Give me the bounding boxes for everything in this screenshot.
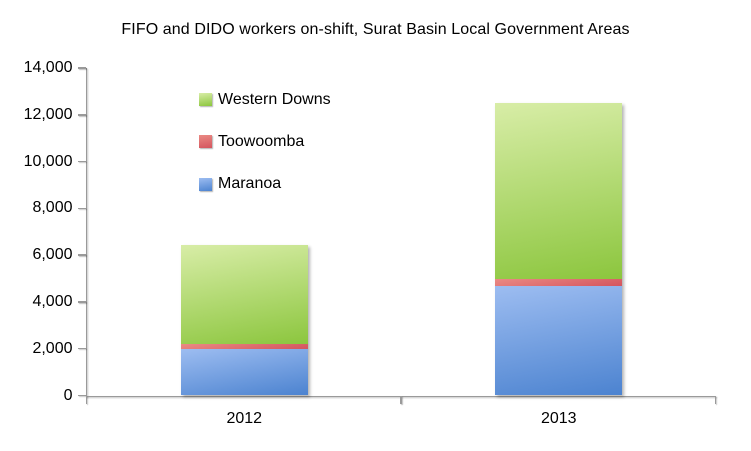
y-axis-tick-label: 6,000 bbox=[32, 246, 73, 264]
y-axis-tick bbox=[77, 160, 86, 163]
legend-item-maranoa: Maranoa bbox=[199, 175, 282, 193]
legend-item-toowoomba: Toowoomba bbox=[199, 132, 305, 150]
y-axis-tick bbox=[77, 114, 86, 116]
legend-label: Western Downs bbox=[218, 90, 331, 108]
y-axis-tick bbox=[77, 394, 86, 397]
x-axis-category-label: 2013 bbox=[540, 409, 577, 427]
y-axis-tick bbox=[77, 301, 86, 303]
legend-label: Maranoa bbox=[218, 175, 282, 193]
x-axis-tick bbox=[400, 395, 402, 404]
legend-label: Toowoomba bbox=[218, 132, 305, 150]
y-axis-tick-label: 14,000 bbox=[23, 59, 73, 76]
bar-segment-western-downs bbox=[495, 103, 623, 279]
chart-title: FIFO and DIDO workers on-shift, Surat Ba… bbox=[121, 21, 630, 38]
bar-segment-maranoa bbox=[180, 348, 308, 396]
y-axis-tick-label: 4,000 bbox=[32, 292, 73, 310]
x-axis-tick bbox=[714, 395, 716, 404]
legend-item-western-downs: Western Downs bbox=[199, 90, 331, 108]
y-axis-tick-label: 0 bbox=[63, 386, 73, 404]
y-axis-tick-label: 10,000 bbox=[23, 152, 73, 170]
x-axis-category-label: 2012 bbox=[226, 409, 263, 427]
legend-swatch-icon bbox=[199, 135, 212, 149]
y-axis-tick bbox=[77, 67, 86, 69]
y-axis-tick-label: 2,000 bbox=[32, 339, 73, 357]
bar-2012 bbox=[180, 244, 308, 396]
legend-swatch-icon bbox=[199, 177, 212, 191]
bar-segment-toowoomba bbox=[495, 278, 623, 286]
bar-segment-toowoomba bbox=[180, 344, 308, 349]
bar-2013 bbox=[495, 103, 623, 396]
y-axis-tick bbox=[77, 347, 86, 350]
y-axis-tick-label: 12,000 bbox=[23, 105, 73, 123]
y-axis-tick bbox=[77, 254, 86, 256]
legend-swatch-icon bbox=[199, 93, 212, 106]
bar-segment-western-downs bbox=[180, 244, 308, 345]
y-axis-line bbox=[85, 68, 87, 397]
x-axis-tick bbox=[85, 395, 87, 404]
y-axis-tick-label: 8,000 bbox=[32, 199, 73, 217]
y-axis-tick bbox=[77, 207, 86, 210]
bar-segment-maranoa bbox=[495, 285, 623, 396]
